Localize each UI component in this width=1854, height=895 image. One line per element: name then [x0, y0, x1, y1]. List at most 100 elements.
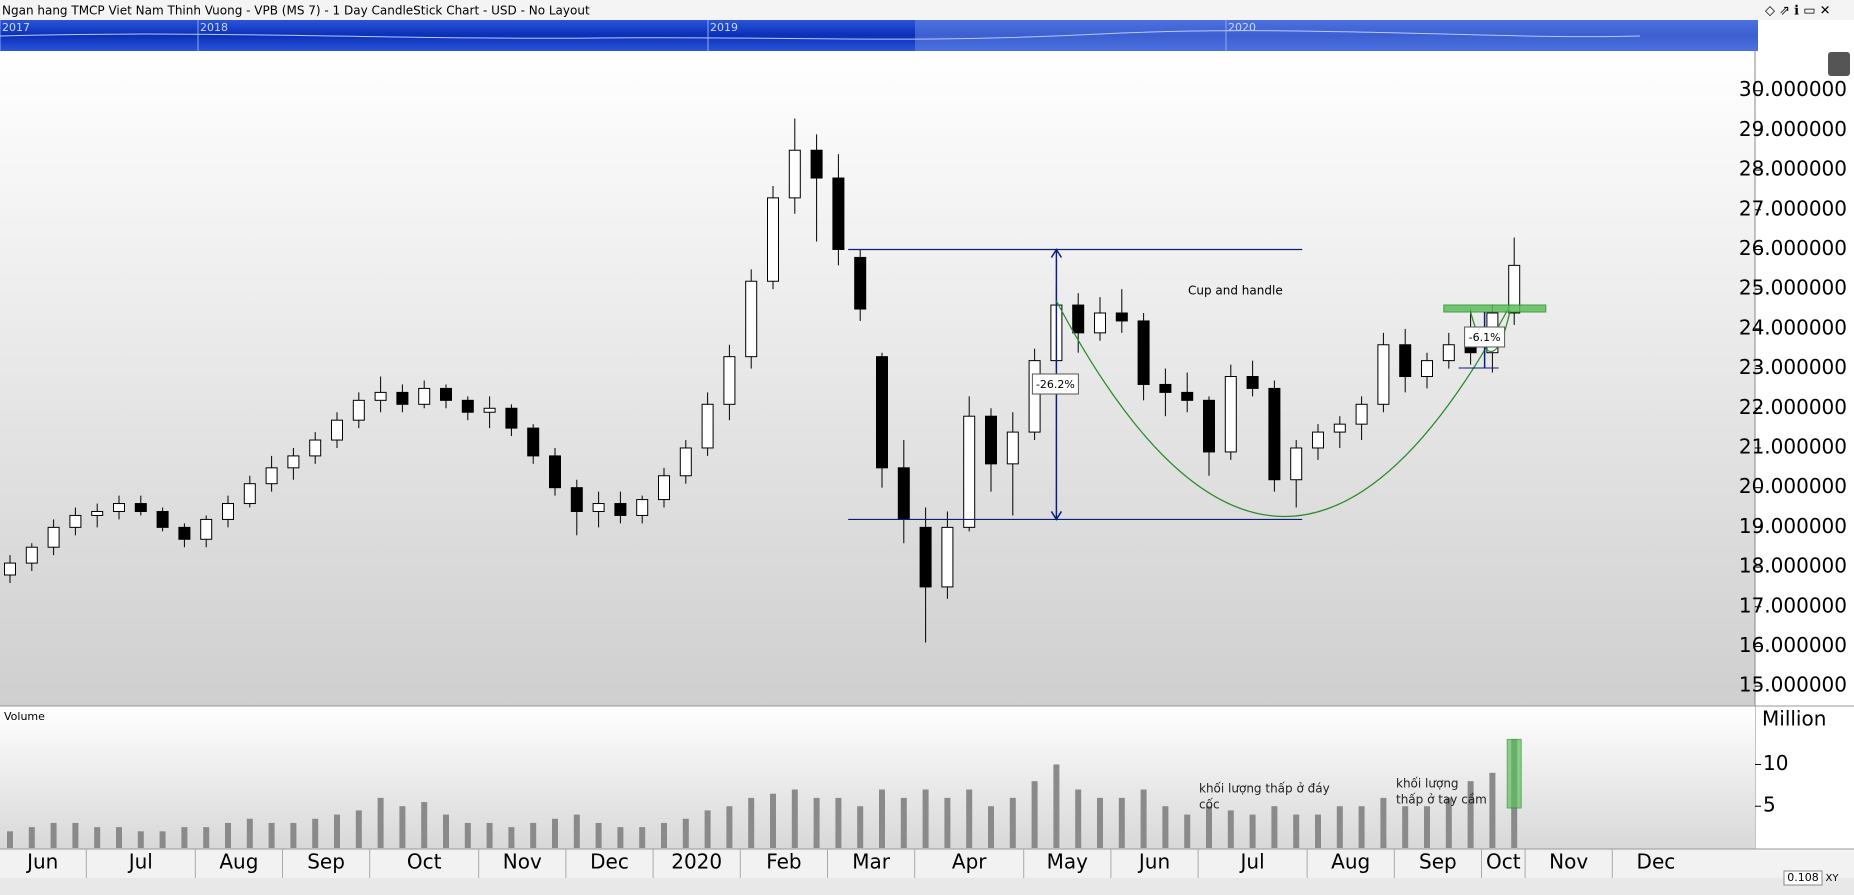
volume-bar [748, 797, 755, 848]
volume-bar [421, 802, 428, 848]
x-tick-label: May [1047, 850, 1089, 874]
volume-bar [246, 818, 253, 848]
candle-body [1421, 360, 1433, 378]
volume-highlight [1506, 738, 1522, 809]
volume-bar [813, 797, 820, 848]
volume-bar [1227, 810, 1234, 848]
volume-bar [1271, 806, 1278, 848]
volume-bar [72, 822, 79, 848]
xy-toggle[interactable]: XY [1826, 873, 1840, 884]
y-tick-label: 18.000000 [1739, 554, 1847, 578]
x-tick-label: Aug [1331, 850, 1370, 874]
volume-bar [1031, 781, 1038, 848]
candle-body [4, 562, 16, 576]
time-axis [0, 849, 1854, 878]
zoom-value: 0.108 [1787, 871, 1819, 884]
y-tick-label: 10 [1763, 751, 1788, 775]
candle-body [592, 503, 605, 512]
volume-bar [988, 806, 994, 848]
volume-bar [1336, 806, 1343, 848]
candle-body [156, 510, 169, 528]
candle-body [1028, 360, 1041, 433]
navigator-year: 2018 [200, 21, 228, 34]
volume-bar [595, 822, 602, 848]
candle-body [810, 149, 823, 179]
x-tick-label: Jul [127, 850, 153, 874]
volume-bar [1424, 806, 1430, 848]
y-tick-label: 29.000000 [1739, 117, 1847, 141]
volume-bar [377, 797, 384, 848]
y-axis-label: Million [1762, 707, 1826, 731]
candle-body [767, 197, 779, 282]
x-tick-label: Feb [766, 850, 801, 874]
volume-bar [1118, 797, 1125, 848]
volume-bar [835, 797, 842, 848]
y-tick-label: 15.000000 [1739, 673, 1847, 697]
candle-body [113, 503, 125, 512]
y-tick-label: 24.000000 [1739, 315, 1847, 339]
x-tick-label: Nov [503, 850, 542, 874]
navigator-window[interactable] [915, 20, 1758, 51]
candle-body [265, 467, 278, 485]
volume-bar [879, 789, 885, 848]
candle-body [1442, 344, 1455, 362]
zoom-box[interactable] [1783, 870, 1823, 886]
candle-body [287, 455, 300, 469]
candle-body [461, 399, 474, 413]
volume-bar [791, 789, 798, 848]
volume-bar [7, 831, 13, 848]
x-tick-label: Oct [407, 850, 442, 874]
volume-bar [1315, 814, 1321, 848]
volume-bar [1140, 789, 1147, 848]
candle-body [418, 387, 431, 405]
volume-bar [355, 810, 362, 848]
volume-bar [1162, 806, 1169, 848]
candle-body [1377, 344, 1390, 405]
lock-icon[interactable] [1828, 52, 1850, 76]
arrow-head [1050, 248, 1063, 521]
x-tick-label: Apr [952, 850, 987, 874]
y-tick-label: 16.000000 [1739, 633, 1847, 657]
candle-body [1159, 383, 1172, 393]
candle-body [1333, 423, 1346, 433]
volume-bar [1489, 772, 1496, 848]
volume-bar [443, 814, 449, 848]
volume-bar [399, 806, 406, 848]
volume-bar [1249, 814, 1256, 848]
window-title: Ngan hang TMCP Viet Nam Thinh Vuong - VP… [2, 4, 590, 18]
candle-body [396, 391, 409, 405]
volume-bar [530, 822, 537, 848]
navigator-year: 2020 [1228, 21, 1256, 34]
volume-bar [268, 822, 275, 848]
candle-body [134, 503, 147, 512]
volume-bar [181, 827, 188, 848]
annotation-box [1464, 326, 1506, 348]
candle-body [1094, 312, 1106, 334]
volume-bar [50, 822, 57, 848]
volume-bar [661, 822, 667, 848]
volume-bar [464, 822, 471, 848]
y-tick-label: 17.000000 [1739, 593, 1847, 617]
candle-body [1355, 403, 1368, 425]
volume-note: cốc [1199, 798, 1220, 812]
title-bar [0, 0, 1854, 20]
volume-bar [617, 827, 624, 848]
navigator-year: 2019 [710, 21, 738, 34]
drop-label: -26.2% [1036, 378, 1075, 391]
candle-body [854, 256, 867, 310]
volume-bar [1445, 797, 1452, 848]
volume-bar [1293, 814, 1300, 848]
y-tick-label: 21.000000 [1739, 434, 1847, 458]
toolbar-icons[interactable]: ◇ ⇗ ℹ ▭ ✕ [1765, 4, 1831, 19]
volume-bar [486, 822, 493, 848]
x-tick-label: Sep [1419, 850, 1457, 874]
candle-body [222, 503, 234, 520]
annotation-box [1031, 373, 1079, 395]
volume-bar [944, 797, 951, 848]
navigator-year: 2017 [2, 21, 30, 34]
candle-body [876, 356, 888, 469]
volume-bar [682, 818, 689, 848]
candle-body [374, 391, 387, 401]
y-tick-label: 27.000000 [1739, 196, 1847, 220]
